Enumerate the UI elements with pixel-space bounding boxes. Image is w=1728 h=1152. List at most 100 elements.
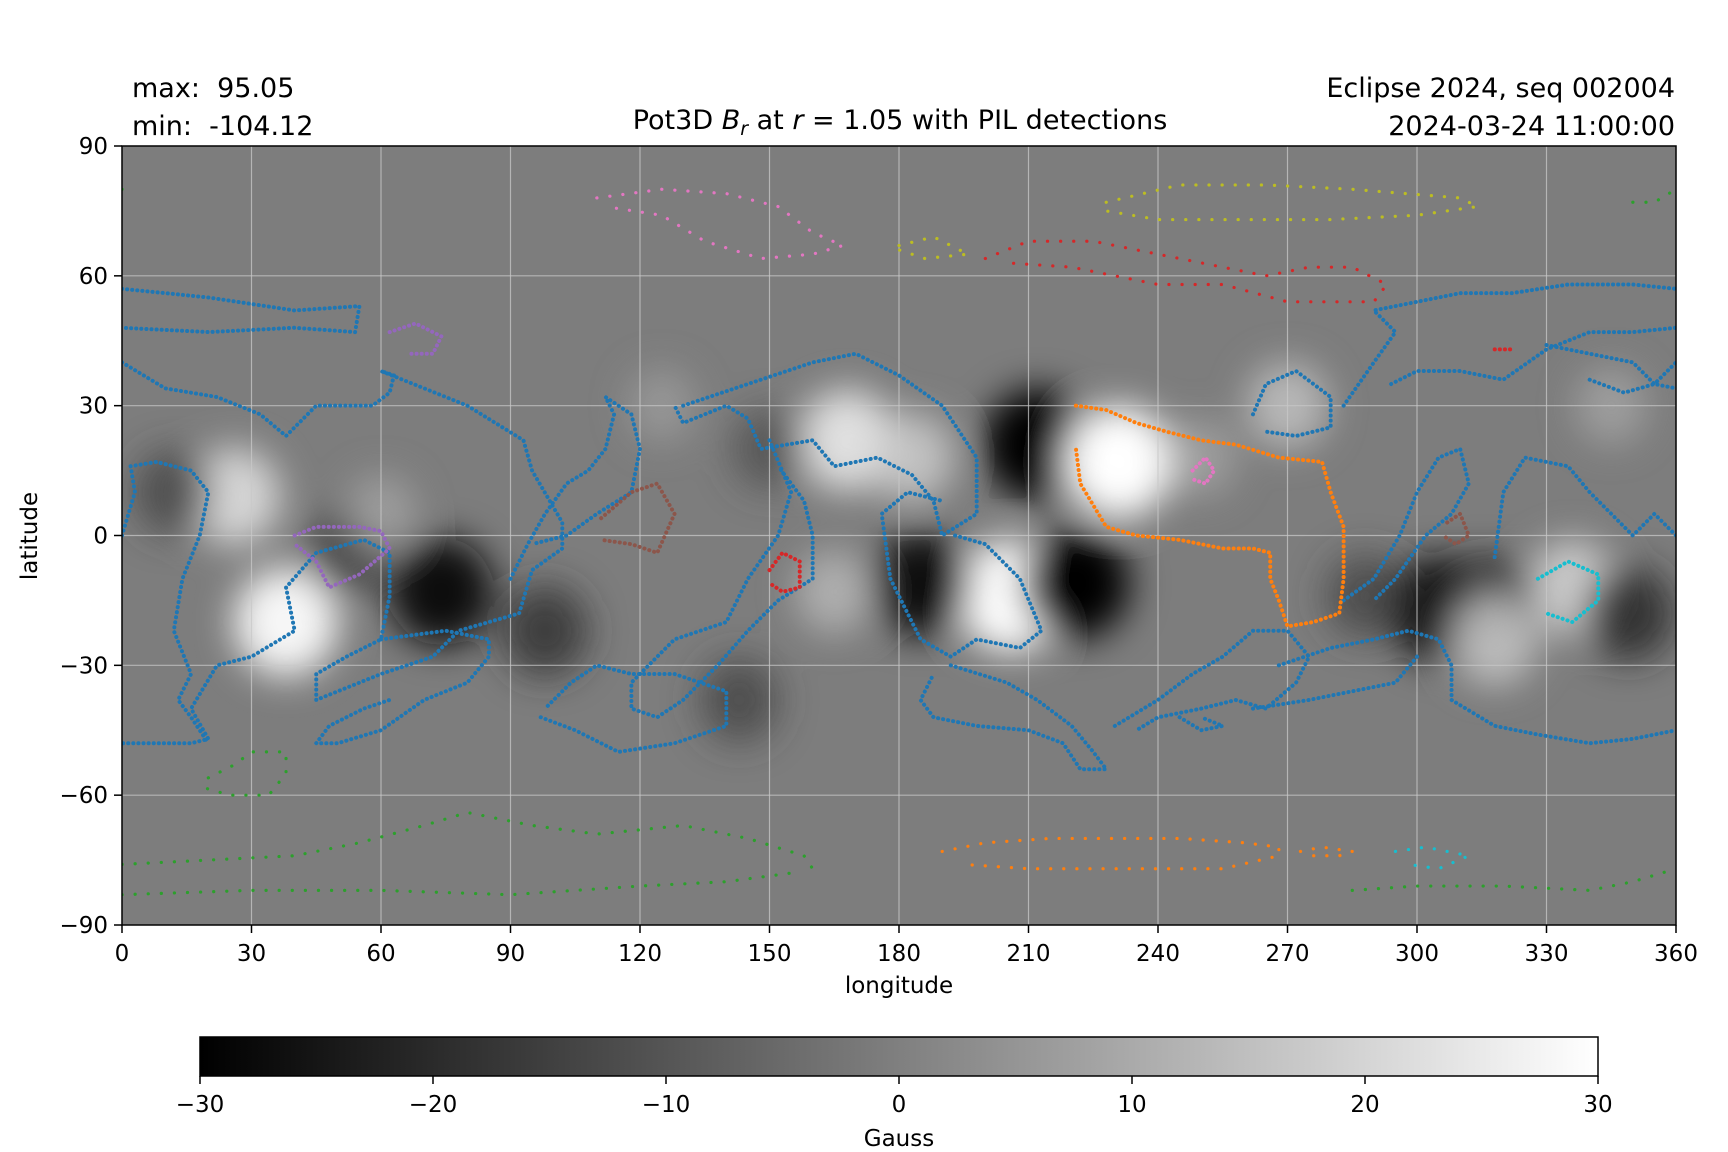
pil-contour — [1440, 511, 1471, 547]
pil-contour — [1250, 654, 1419, 711]
pil-contour — [122, 459, 211, 746]
pil-contour — [538, 663, 729, 754]
pil-series-9 — [595, 187, 845, 261]
pil-contour — [1276, 628, 1676, 746]
field-blob-4 — [389, 537, 494, 647]
pil-contour — [918, 663, 1109, 772]
field-blob-10 — [502, 585, 588, 677]
y-tick-label: −30 — [59, 653, 108, 679]
pil-contour — [314, 628, 491, 746]
y-axis-label: latitude — [17, 492, 43, 580]
y-axis: 90 60 30 0 −30 −60 −90 — [59, 134, 122, 939]
pil-contour — [1492, 455, 1676, 560]
pil-series-1 — [1073, 403, 1346, 629]
colorbar-tick-label: −30 — [176, 1092, 225, 1118]
pil-contour — [387, 321, 444, 356]
title-sym: B — [722, 105, 741, 136]
pil-contour — [1535, 559, 1601, 625]
pil-contour — [122, 810, 815, 871]
colorbar-tick-label: 30 — [1583, 1092, 1612, 1118]
y-tick-label: 30 — [79, 394, 108, 420]
field-blob-18 — [134, 450, 213, 535]
field-blob-7 — [870, 530, 971, 636]
pil-series-6 — [292, 321, 444, 590]
field-blob-5 — [233, 567, 339, 677]
y-tick-label: 90 — [79, 134, 108, 160]
pil-series-11 — [1535, 559, 1601, 625]
pil-series-2 — [940, 836, 1354, 871]
colorbar-tick-label: 0 — [892, 1092, 907, 1118]
y-tick-label: −90 — [59, 913, 108, 939]
pil-contour — [1250, 369, 1333, 438]
colorbar-tick-label: −20 — [409, 1092, 458, 1118]
field-blob-1 — [1065, 405, 1174, 518]
pil-contour — [1341, 446, 1471, 603]
field-blob-3 — [1021, 527, 1130, 640]
pil-series-3 — [122, 187, 1676, 897]
x-axis: 0 30 60 90 120 150 180 210 240 270 300 330 360 — [115, 925, 1698, 967]
field-blob-16 — [1451, 593, 1538, 685]
pil-contour — [629, 438, 815, 720]
info-line2: 2024-03-24 11:00:00 — [1388, 111, 1675, 142]
pil-contour — [1190, 455, 1217, 486]
pil-contour — [1393, 845, 1471, 871]
info-line1: Eclipse 2024, seq 002004 — [1326, 73, 1675, 104]
x-tick-label: 90 — [496, 941, 525, 967]
x-tick-label: 300 — [1395, 941, 1439, 967]
x-tick-label: 210 — [1007, 941, 1051, 967]
x-tick-label: 360 — [1654, 941, 1698, 967]
title-pre: Pot3D — [633, 105, 722, 136]
title-post: = 1.05 with PIL detections — [803, 105, 1167, 136]
field-blob-0 — [983, 388, 1092, 501]
colorbar-tick-label: 10 — [1117, 1092, 1146, 1118]
pil-contour — [122, 286, 362, 335]
pil-contour — [599, 481, 677, 555]
pil-contour — [1177, 715, 1225, 733]
pil-contour — [595, 187, 845, 261]
colorbar-ticks: −30 −20 −10 0 10 20 30 — [176, 1076, 1613, 1118]
pil-contour — [672, 351, 979, 538]
x-tick-label: 270 — [1266, 941, 1310, 967]
pil-contour — [1341, 282, 1676, 408]
pil-series-0 — [122, 282, 1676, 772]
x-tick-label: 0 — [115, 941, 130, 967]
pil-contour — [122, 187, 133, 196]
title-sub: r — [740, 118, 749, 140]
pil-series-8 — [1190, 455, 1217, 486]
min-label: min: -104.12 — [132, 111, 313, 142]
pil-contour — [1350, 867, 1676, 892]
field-blob-21 — [1165, 418, 1237, 497]
title-mid: at — [748, 105, 792, 136]
pil-contour — [292, 524, 392, 590]
title-rvar: r — [792, 105, 805, 136]
chart-title: Pot3D Br at r = 1.05 with PIL detections — [633, 105, 1168, 140]
colorbar-tick-label: 20 — [1350, 1092, 1379, 1118]
pil-series-5 — [767, 347, 1514, 594]
x-tick-label: 240 — [1136, 941, 1180, 967]
x-tick-label: 120 — [618, 941, 662, 967]
pil-series-12 — [1393, 845, 1471, 871]
pil-contours — [122, 183, 1676, 897]
y-tick-label: 60 — [79, 264, 108, 290]
pil-contour — [1587, 377, 1676, 395]
pil-contour — [1544, 343, 1676, 387]
pil-contour — [879, 490, 1044, 659]
pil-contour — [767, 550, 802, 594]
pil-contour — [1298, 845, 1354, 858]
x-tick-label: 180 — [877, 941, 921, 967]
field-blob-9 — [869, 412, 955, 504]
field-blob-14 — [1583, 566, 1674, 661]
pil-contour — [508, 395, 642, 581]
field-blob-6 — [187, 447, 281, 546]
pil-contour — [1073, 403, 1346, 629]
x-tick-label: 30 — [237, 941, 266, 967]
pil-contour — [1389, 325, 1676, 387]
y-tick-label: −60 — [59, 783, 108, 809]
x-tick-label: 150 — [748, 941, 792, 967]
field-blob-17 — [700, 657, 779, 743]
x-tick-label: 330 — [1525, 941, 1569, 967]
x-tick-label: 60 — [366, 941, 395, 967]
pil-contour — [122, 871, 793, 897]
colorbar — [199, 1036, 1599, 1077]
